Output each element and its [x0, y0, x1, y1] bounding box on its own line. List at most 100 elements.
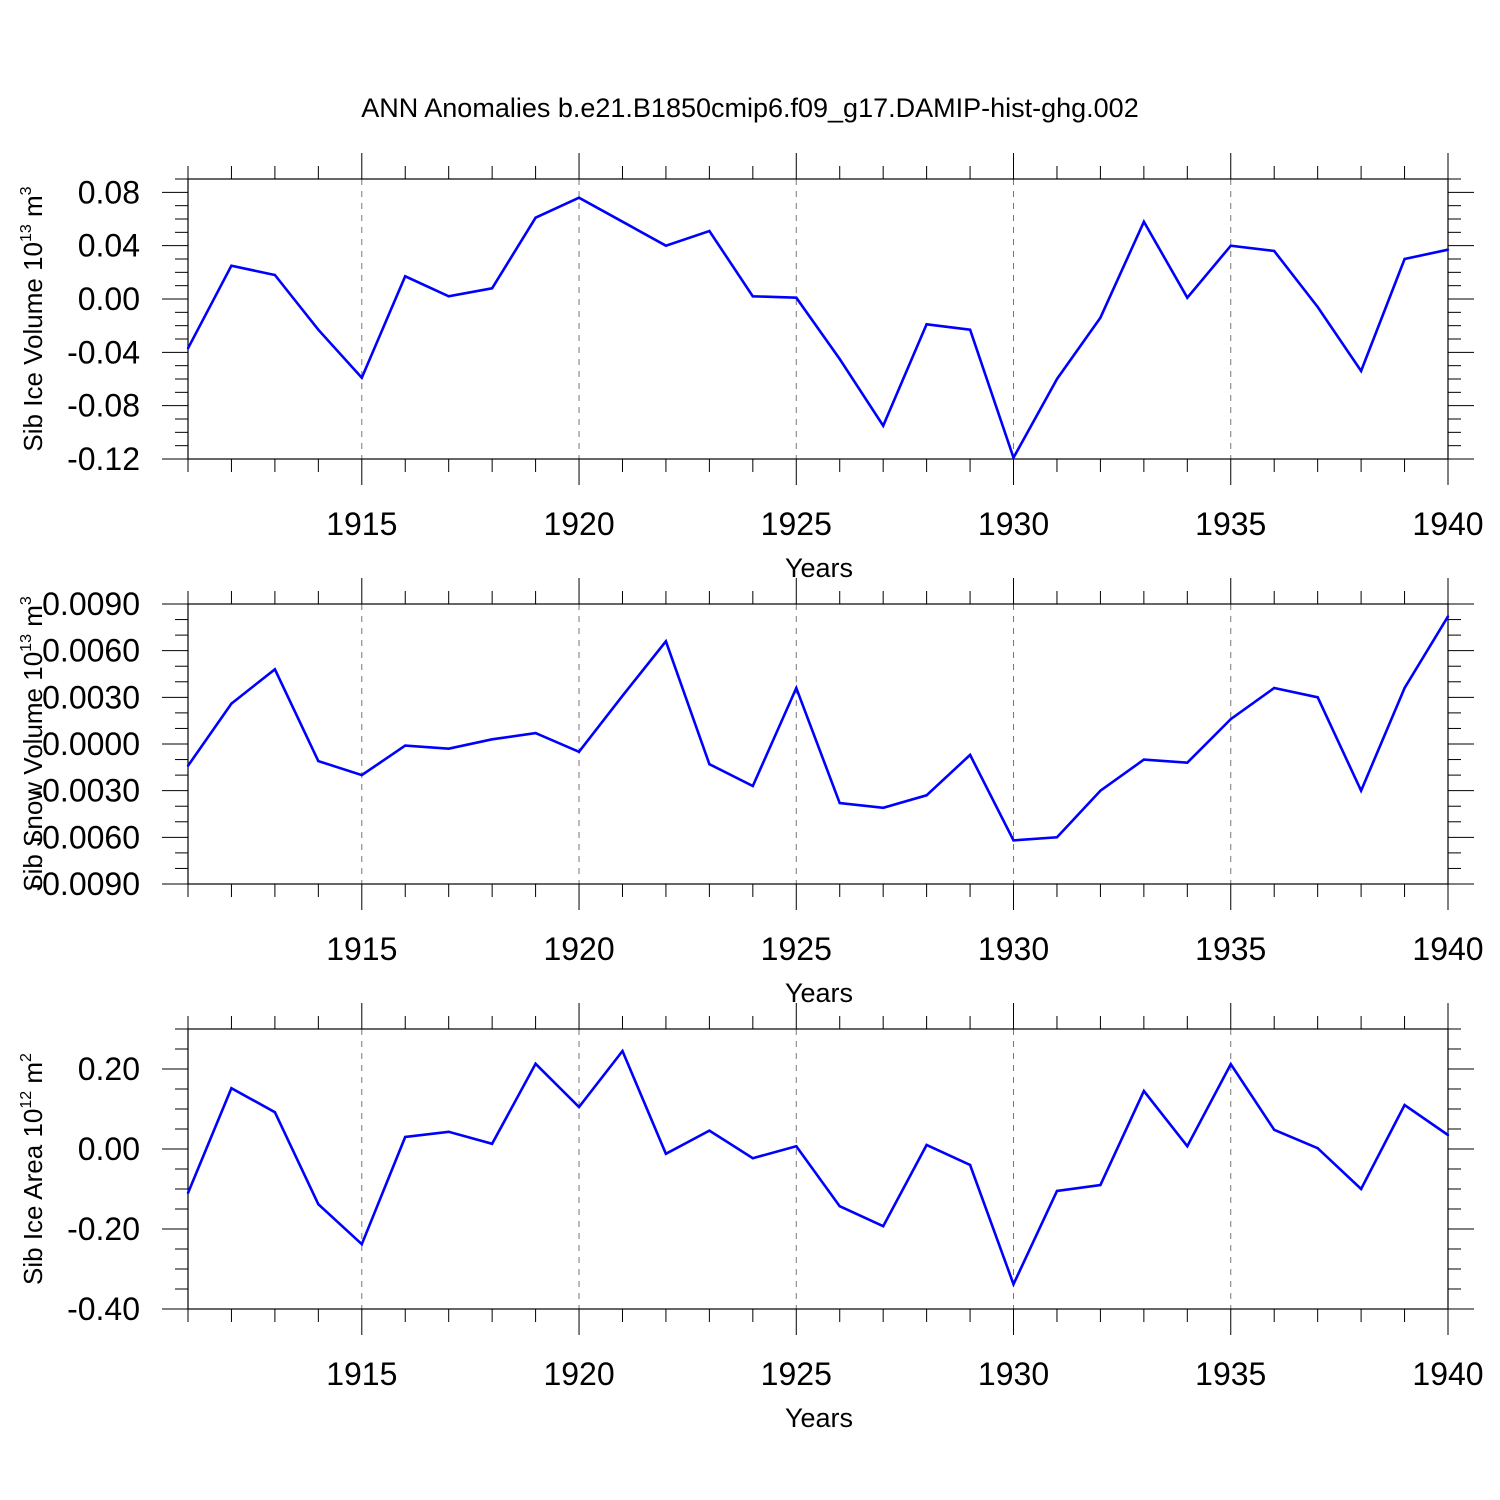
y-axis-label: Sib Snow Volume 1013 m3 — [18, 596, 48, 892]
y-tick-label: -0.0090 — [31, 866, 140, 902]
x-tick-label: 1935 — [1195, 506, 1266, 542]
series-line — [186, 615, 1450, 842]
x-tick-label: 1940 — [1412, 506, 1483, 542]
data-point — [1359, 789, 1363, 792]
data-point — [447, 1130, 450, 1134]
data-point — [968, 1163, 972, 1167]
data-point — [490, 287, 494, 290]
data-point — [881, 806, 885, 809]
data-point — [1012, 456, 1015, 459]
data-point — [1273, 686, 1276, 690]
data-point — [795, 686, 798, 690]
data-point — [1403, 686, 1406, 690]
x-tick-label: 1920 — [543, 1356, 614, 1392]
data-point — [838, 357, 841, 361]
x-tick-label: 1935 — [1195, 931, 1266, 967]
data-point — [534, 731, 537, 735]
x-tick-label: 1920 — [543, 506, 614, 542]
data-point — [881, 424, 885, 427]
data-point — [1142, 1089, 1146, 1093]
data-point — [360, 1243, 363, 1246]
y-tick-label: -0.08 — [67, 388, 140, 424]
data-point — [360, 376, 363, 379]
data-point — [1359, 1187, 1363, 1191]
data-point — [925, 794, 928, 797]
data-point — [360, 773, 363, 777]
data-point — [1229, 1063, 1232, 1066]
data-point — [1446, 1133, 1450, 1137]
data-point — [751, 784, 755, 788]
data-point — [186, 1191, 190, 1195]
data-point — [1316, 696, 1319, 699]
data-point — [664, 1152, 668, 1156]
plot-frame — [187, 178, 1449, 460]
plot-frame — [187, 1028, 1449, 1310]
data-point — [1316, 1147, 1319, 1150]
data-point — [186, 764, 190, 767]
y-tick-label: 0.00 — [78, 1131, 140, 1167]
data-point — [1403, 257, 1406, 261]
x-tick-label: 1940 — [1412, 1356, 1483, 1392]
data-point — [577, 196, 581, 199]
data-point — [1403, 1103, 1406, 1107]
data-point — [1273, 249, 1276, 253]
data-point — [1186, 761, 1189, 764]
data-point — [1012, 1283, 1015, 1286]
data-point — [230, 702, 233, 705]
data-point — [230, 1087, 233, 1090]
data-point — [404, 744, 407, 747]
data-point — [1055, 1189, 1059, 1193]
data-point — [664, 640, 668, 643]
data-point — [1316, 305, 1319, 309]
data-point — [838, 1205, 841, 1208]
data-point — [273, 668, 277, 671]
y-tick-label: 0.0000 — [42, 726, 140, 762]
data-point — [621, 1049, 624, 1053]
data-point — [925, 1143, 928, 1147]
y-tick-label: 0.0090 — [42, 586, 140, 622]
y-tick-label: 0.00 — [78, 281, 140, 317]
data-point — [1055, 836, 1059, 839]
data-point — [534, 1062, 537, 1066]
data-point — [534, 216, 537, 219]
y-tick-label: 0.08 — [78, 174, 140, 210]
series-line — [186, 1048, 1449, 1288]
data-point — [1012, 839, 1015, 842]
x-tick-label: 1930 — [978, 1356, 1049, 1392]
y-tick-label: -0.0030 — [31, 773, 140, 809]
data-point — [1099, 789, 1102, 792]
x-axis-label: Years — [785, 553, 853, 583]
data-point — [1055, 377, 1059, 381]
data-point — [1359, 369, 1363, 373]
data-point — [577, 750, 581, 753]
panel-3: -0.40 -0.20 0.00 0.20 1915 1920 1925 1930 1935 19… — [18, 1003, 1484, 1433]
y-tick-label: 0.20 — [78, 1051, 140, 1087]
data-point — [621, 694, 624, 697]
data-point — [404, 275, 407, 278]
y-tick-label: -0.40 — [67, 1291, 140, 1327]
data-point — [490, 1142, 494, 1146]
data-point — [273, 273, 277, 277]
data-point — [621, 220, 624, 223]
data-point — [751, 295, 755, 298]
data-point — [1273, 1128, 1276, 1132]
data-point — [1186, 296, 1189, 299]
data-point — [447, 295, 450, 298]
data-point — [968, 753, 972, 757]
data-point — [1186, 1145, 1189, 1148]
panel-2: -0.0090 -0.0060 -0.0030 0.0000 0.0030 0.0060 0… — [18, 578, 1484, 1008]
data-point — [490, 738, 494, 741]
data-point — [708, 1129, 711, 1132]
data-point — [273, 1111, 277, 1114]
y-tick-label: -0.20 — [67, 1211, 140, 1247]
data-point — [1229, 717, 1232, 721]
x-tick-label: 1935 — [1195, 1356, 1266, 1392]
data-point — [881, 1225, 885, 1228]
data-point — [795, 296, 798, 299]
x-tick-label: 1925 — [761, 1356, 832, 1392]
data-point — [751, 1157, 755, 1160]
data-point — [708, 763, 711, 766]
x-tick-label: 1915 — [326, 1356, 397, 1392]
y-tick-label: 0.0030 — [42, 679, 140, 715]
